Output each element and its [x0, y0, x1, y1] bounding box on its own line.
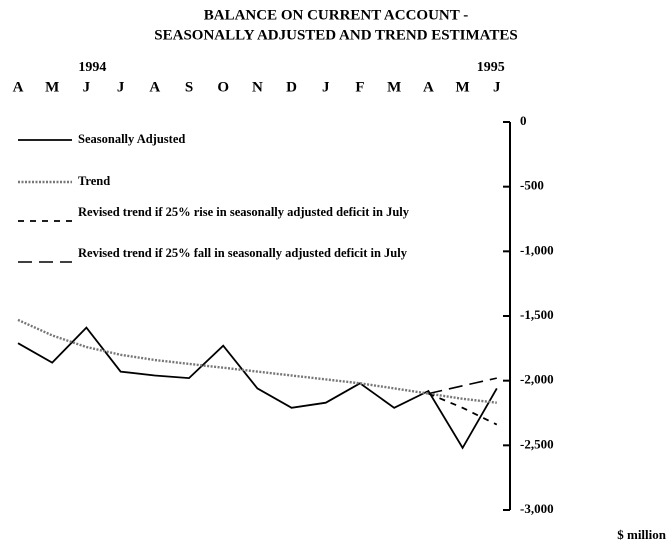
y-tick-label: -500 — [520, 178, 544, 193]
x-tick-label: O — [217, 79, 229, 95]
x-tick-label: F — [355, 79, 364, 95]
x-tick-label: M — [387, 79, 401, 95]
chart-title: SEASONALLY ADJUSTED AND TREND ESTIMATES — [154, 27, 517, 43]
x-tick-label: S — [185, 79, 193, 95]
y-tick-label: -1,000 — [520, 242, 554, 257]
x-tick-label: J — [117, 79, 125, 95]
x-tick-label: D — [286, 79, 297, 95]
x-tick-label: J — [322, 79, 330, 95]
y-axis-label: $ million — [617, 527, 667, 542]
x-tick-label: J — [83, 79, 91, 95]
y-tick-label: -3,000 — [520, 501, 554, 516]
series-line — [428, 392, 498, 426]
year-label: 1994 — [78, 60, 106, 75]
legend-label: Seasonally Adjusted — [78, 132, 185, 146]
series-line — [17, 318, 497, 404]
legend-label: Trend — [78, 174, 110, 188]
y-tick-label: 0 — [520, 113, 527, 128]
y-tick-label: -1,500 — [520, 307, 554, 322]
legend-label: Revised trend if 25% fall in seasonally … — [78, 246, 408, 260]
x-tick-label: M — [45, 79, 59, 95]
series-line — [17, 326, 498, 450]
y-tick-label: -2,000 — [520, 372, 554, 387]
x-tick-label: J — [493, 79, 501, 95]
legend-label: Revised trend if 25% rise in seasonally … — [78, 205, 410, 219]
chart-title: BALANCE ON CURRENT ACCOUNT - — [204, 7, 468, 23]
series-line — [428, 377, 497, 395]
x-tick-label: M — [456, 79, 470, 95]
x-tick-label: N — [252, 79, 263, 95]
year-label: 1995 — [477, 60, 505, 75]
x-tick-label: A — [423, 79, 434, 95]
y-tick-label: -2,500 — [520, 436, 554, 451]
x-tick-label: A — [13, 79, 24, 95]
x-tick-label: A — [149, 79, 160, 95]
